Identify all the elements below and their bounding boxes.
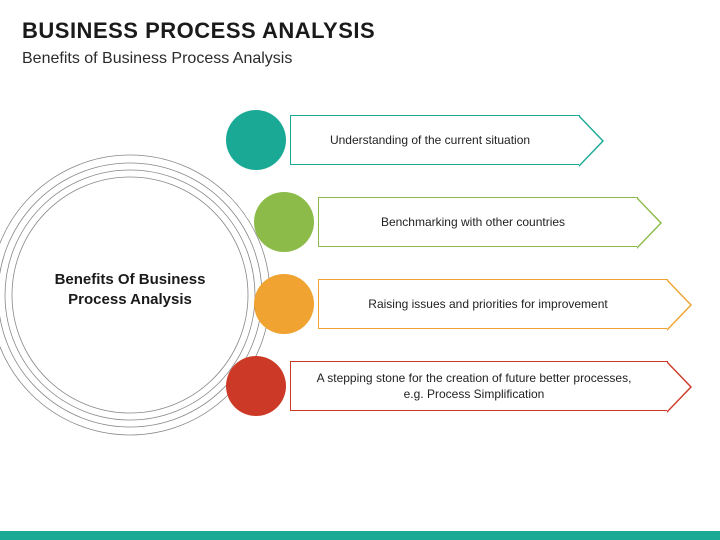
bullet-circle-1 (254, 192, 314, 252)
arrow-label-2: Raising issues and priorities for improv… (368, 296, 607, 312)
diagram-canvas: Benefits Of Business Process Analysis Un… (0, 80, 720, 520)
arrow-label-0: Understanding of the current situation (330, 132, 530, 148)
bullet-circle-0 (226, 110, 286, 170)
arrow-box-1: Benchmarking with other countries (318, 197, 638, 247)
bullet-circle-3 (226, 356, 286, 416)
arrow-label-1: Benchmarking with other countries (381, 214, 565, 230)
arrow-box-3: A stepping stone for the creation of fut… (290, 361, 668, 411)
arrow-box-2: Raising issues and priorities for improv… (318, 279, 668, 329)
arrow-box-0: Understanding of the current situation (290, 115, 580, 165)
page-title: BUSINESS PROCESS ANALYSIS (0, 0, 720, 44)
arrow-label-3: A stepping stone for the creation of fut… (311, 370, 637, 402)
center-label: Benefits Of Business Process Analysis (40, 270, 220, 309)
bullet-circle-2 (254, 274, 314, 334)
subtitle: Benefits of Business Process Analysis (0, 44, 720, 68)
bottom-accent-bar (0, 531, 720, 540)
